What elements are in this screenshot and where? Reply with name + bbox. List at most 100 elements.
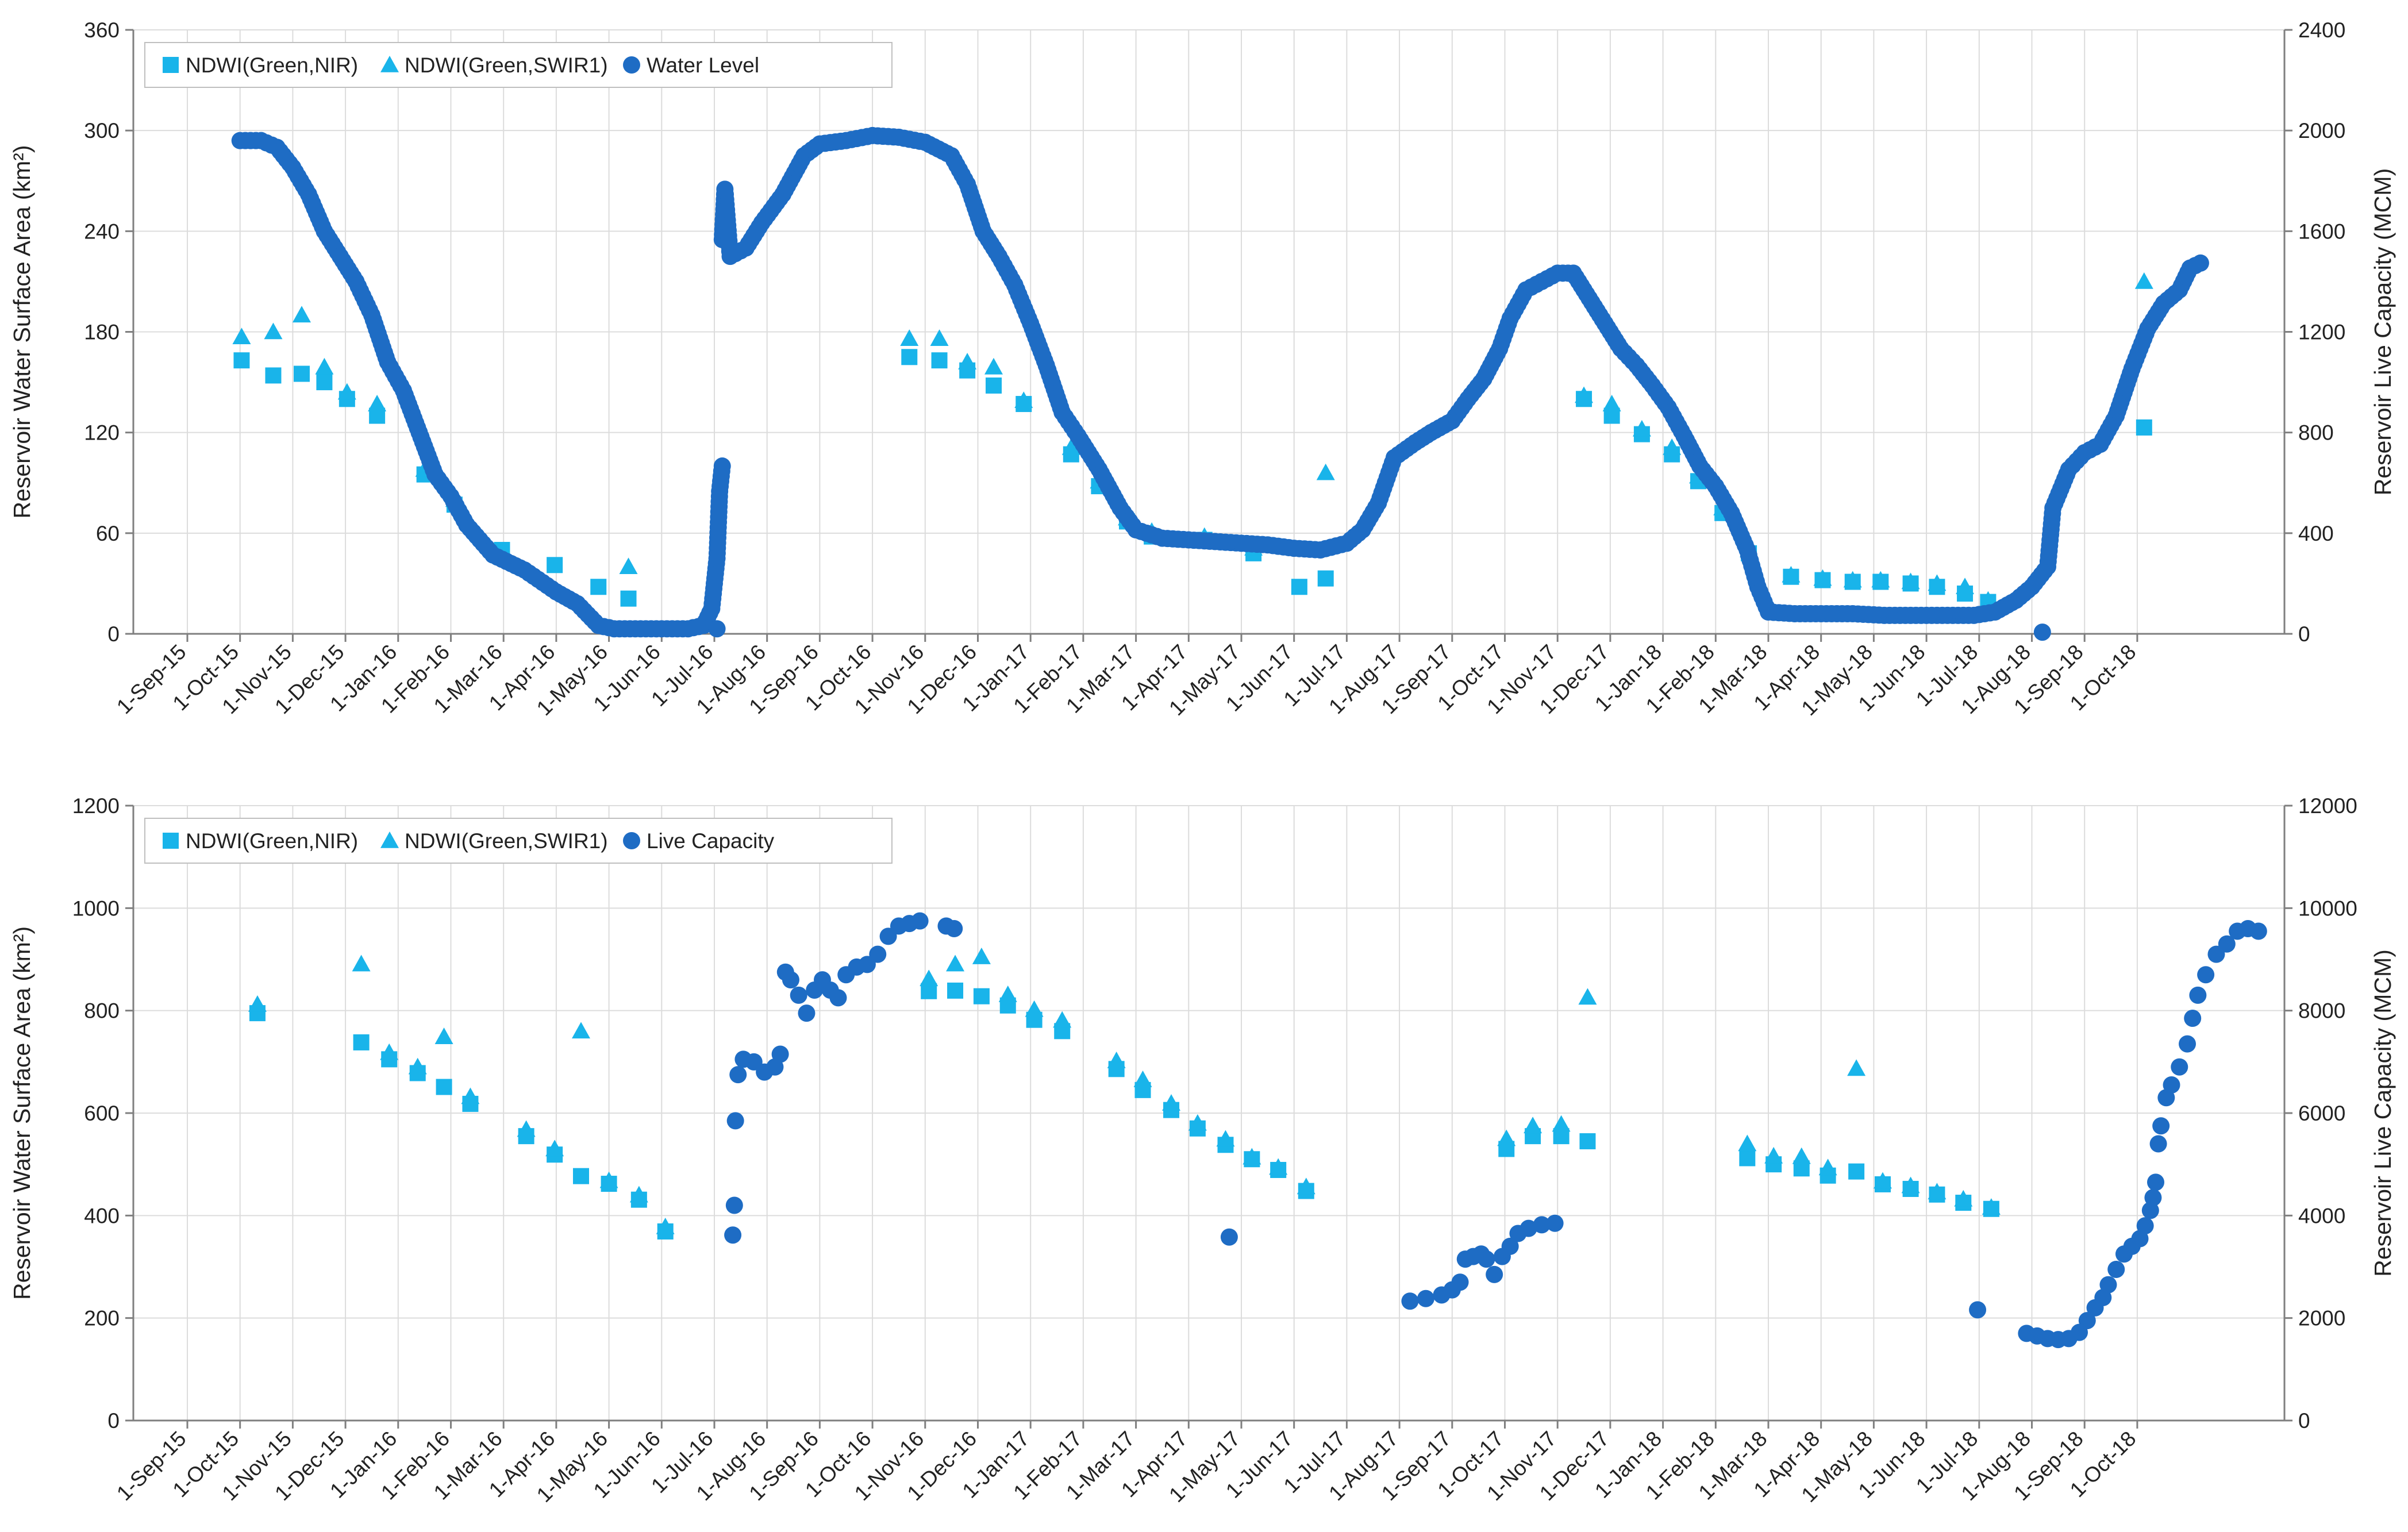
data-point (798, 1004, 816, 1022)
data-point (947, 982, 964, 999)
data-point (2171, 1058, 2188, 1076)
data-point (1133, 1071, 1152, 1087)
legend-box (144, 818, 893, 864)
data-point (2191, 254, 2209, 272)
data-point (1316, 463, 1335, 480)
y2-axis-title: Reservoir Live Capacity (MCM) (2369, 949, 2396, 1277)
data-point (1632, 419, 1651, 437)
y-tick-label: 60 (96, 522, 120, 545)
data-point (292, 306, 311, 323)
data-point (380, 1043, 399, 1060)
data-point (1928, 574, 1947, 591)
data-point (900, 329, 919, 346)
data-point (790, 986, 807, 1004)
data-point (293, 365, 310, 382)
data-point (2163, 1076, 2180, 1094)
legend-marker (163, 833, 179, 849)
legend-marker (380, 56, 399, 72)
legend-label: Water Level (647, 53, 759, 77)
y-tick-label: 1200 (72, 794, 120, 818)
data-point (2107, 1260, 2125, 1278)
data-point (1969, 1301, 1987, 1319)
data-point (436, 1079, 452, 1095)
data-point (1575, 386, 1594, 403)
legend-marker (623, 832, 640, 849)
legend-label: NDWI(Green,NIR) (186, 53, 358, 77)
data-point (352, 954, 371, 972)
data-point (547, 557, 563, 573)
data-point (1871, 571, 1890, 588)
data-point (726, 1112, 744, 1130)
data-point (1401, 1292, 1419, 1310)
data-point (920, 969, 938, 987)
data-point (1954, 1190, 1973, 1207)
data-point (1478, 1250, 1495, 1268)
data-point (713, 457, 731, 475)
y2-tick-label: 400 (2298, 522, 2334, 545)
data-point (1982, 1198, 2001, 1215)
data-point (316, 374, 333, 391)
data-point (232, 328, 251, 345)
data-point (461, 1087, 480, 1104)
data-point (1297, 1177, 1315, 1195)
legend-label: Live Capacity (647, 829, 775, 853)
data-point (2152, 1117, 2170, 1135)
data-point (901, 349, 918, 365)
data-point (1162, 1094, 1181, 1111)
data-point (1497, 1129, 1516, 1146)
data-point (517, 1120, 536, 1137)
legend-marker (623, 56, 640, 74)
y-tick-label: 800 (84, 999, 120, 1023)
y2-tick-label: 1200 (2298, 321, 2345, 344)
legend-marker (163, 57, 179, 73)
y-tick-label: 0 (107, 622, 120, 646)
y-tick-label: 0 (107, 1409, 120, 1433)
legend: NDWI(Green,NIR) NDWI(Green,SWIR1) Water Le… (144, 42, 893, 88)
legend: NDWI(Green,NIR) NDWI(Green,SWIR1) Live Cap… (144, 818, 893, 864)
data-point (1901, 572, 1920, 590)
data-point (619, 557, 638, 575)
legend-marker (380, 832, 399, 848)
data-point (1216, 1130, 1235, 1147)
series-live-capacity (724, 912, 2267, 1349)
data-point (2136, 1217, 2154, 1235)
legend-label: NDWI(Green,NIR) (186, 829, 358, 853)
data-point (2184, 1010, 2202, 1027)
data-point (973, 988, 990, 1004)
data-point (1025, 1000, 1044, 1017)
data-point (1847, 1059, 1866, 1076)
data-point (782, 971, 799, 989)
data-point (1578, 988, 1597, 1005)
data-point (1792, 1147, 1811, 1164)
data-point (1552, 1115, 1571, 1132)
data-point (1928, 1183, 1947, 1200)
data-point (1520, 1219, 1537, 1237)
data-point (2179, 1035, 2197, 1053)
data-point (724, 1226, 742, 1244)
data-point (829, 989, 847, 1007)
data-point (1663, 438, 1682, 455)
data-point (1220, 1228, 1238, 1246)
y-tick-label: 180 (84, 321, 120, 344)
y2-tick-label: 800 (2298, 421, 2334, 445)
series-ndwi-green-swir1- (248, 948, 2001, 1234)
y-tick-label: 300 (84, 119, 120, 143)
y-tick-label: 360 (84, 18, 120, 42)
data-point (1848, 1163, 1865, 1180)
data-point (1739, 1150, 1756, 1167)
data-point (1317, 570, 1334, 587)
data-point (930, 329, 949, 346)
data-point (590, 579, 607, 595)
data-point (1956, 578, 1975, 595)
data-point (946, 954, 965, 972)
data-point (1053, 1011, 1072, 1028)
y2-tick-label: 0 (2298, 622, 2310, 646)
data-point (1901, 1176, 1920, 1194)
y2-axis-title: Reservoir Live Capacity (MCM) (2369, 168, 2396, 496)
data-point (1061, 438, 1080, 455)
data-point (368, 395, 387, 411)
data-point (408, 1057, 427, 1075)
data-point (2033, 623, 2051, 641)
data-point (629, 1185, 648, 1203)
